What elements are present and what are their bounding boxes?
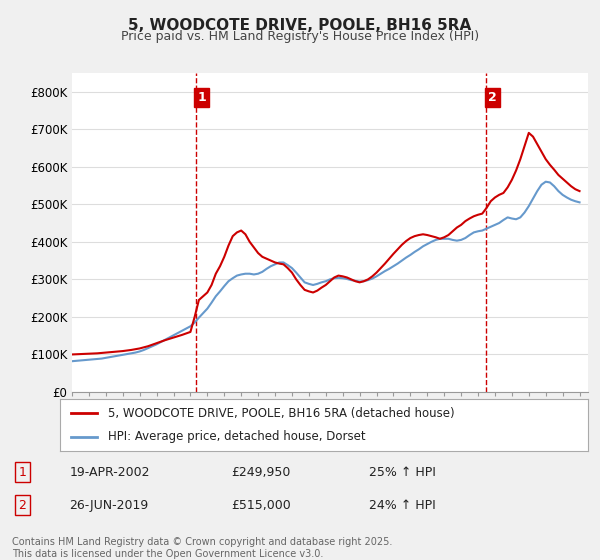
Text: 5, WOODCOTE DRIVE, POOLE, BH16 5RA: 5, WOODCOTE DRIVE, POOLE, BH16 5RA (128, 18, 472, 33)
Text: HPI: Average price, detached house, Dorset: HPI: Average price, detached house, Dors… (107, 431, 365, 444)
Text: 5, WOODCOTE DRIVE, POOLE, BH16 5RA (detached house): 5, WOODCOTE DRIVE, POOLE, BH16 5RA (deta… (107, 407, 454, 419)
Text: 2: 2 (19, 498, 26, 512)
Text: 2: 2 (488, 91, 497, 104)
Text: 25% ↑ HPI: 25% ↑ HPI (369, 465, 436, 479)
Text: 1: 1 (197, 91, 206, 104)
Text: Price paid vs. HM Land Registry's House Price Index (HPI): Price paid vs. HM Land Registry's House … (121, 30, 479, 43)
Text: Contains HM Land Registry data © Crown copyright and database right 2025.
This d: Contains HM Land Registry data © Crown c… (12, 537, 392, 559)
Text: 26-JUN-2019: 26-JUN-2019 (70, 498, 149, 512)
Text: 24% ↑ HPI: 24% ↑ HPI (369, 498, 436, 512)
Text: £515,000: £515,000 (231, 498, 290, 512)
Text: 19-APR-2002: 19-APR-2002 (70, 465, 150, 479)
Text: £249,950: £249,950 (231, 465, 290, 479)
Text: 1: 1 (19, 465, 26, 479)
